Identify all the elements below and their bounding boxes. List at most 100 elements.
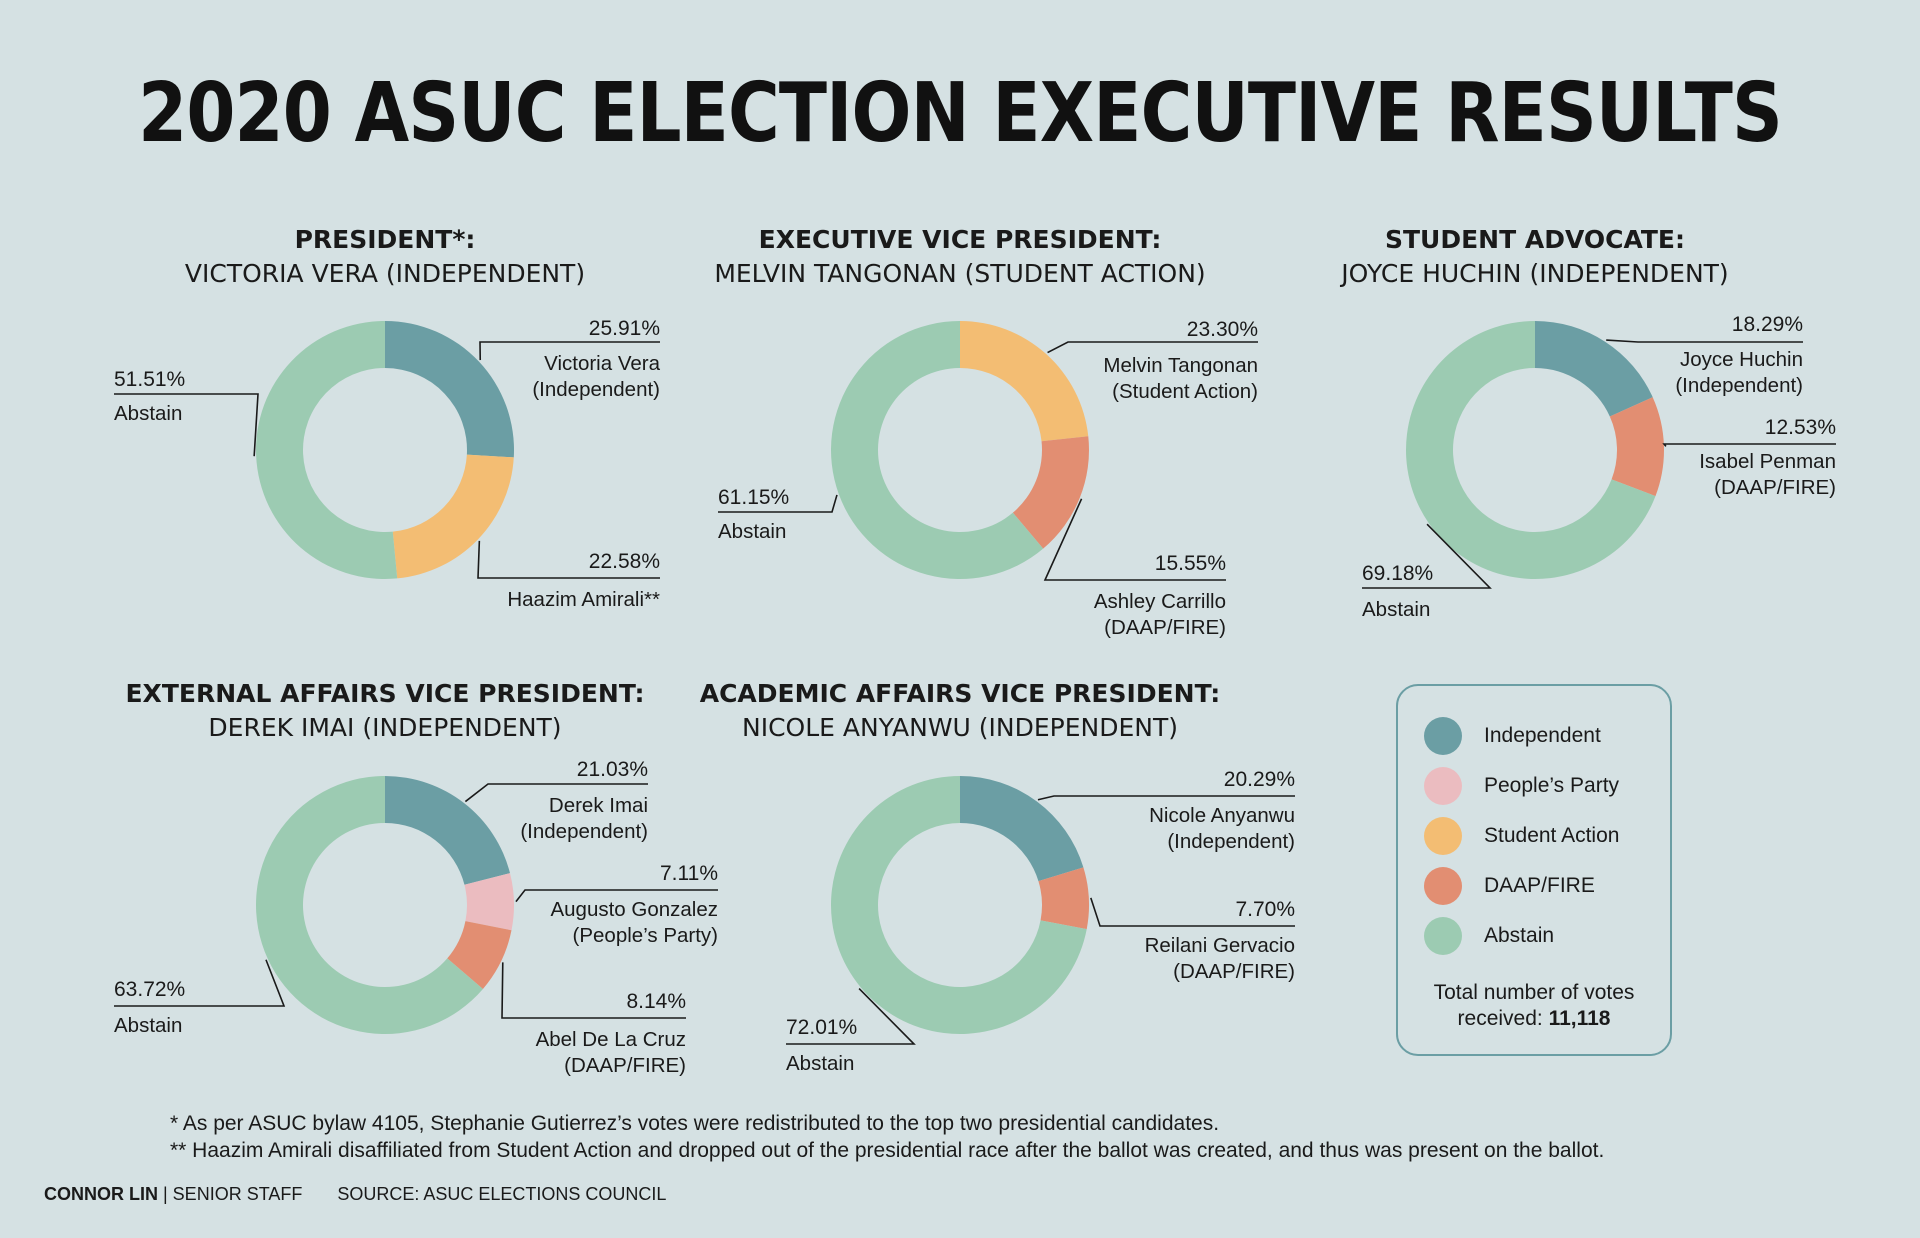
leader-line [464, 783, 648, 803]
slice-percent: 21.03% [577, 758, 648, 781]
legend-label: People’s Party [1484, 774, 1620, 797]
slice-name: Melvin Tangonan [1103, 354, 1258, 377]
slice-percent: 63.72% [114, 978, 185, 1001]
slice-percent: 8.14% [626, 990, 686, 1013]
donut-slice-independent [385, 776, 511, 885]
legend-item-independent: Independent [1424, 716, 1601, 756]
leader-line [1047, 341, 1258, 354]
donut-slice-student-action [392, 454, 514, 579]
slice-name: Isabel Penman [1699, 450, 1836, 473]
slice-percent: 69.18% [1362, 562, 1433, 585]
leader-line [114, 959, 286, 1007]
legend-item-daap-fire: DAAP/FIRE [1424, 866, 1595, 906]
chart-title: STUDENT ADVOCATE: [1385, 225, 1685, 254]
legend-item-student-action: Student Action [1424, 816, 1619, 856]
total-votes: Total number of votes received: 11,118 [1398, 980, 1670, 1032]
chart-subtitle: NICOLE ANYANWU (INDEPENDENT) [742, 713, 1178, 742]
slice-party: (DAAP/FIRE) [1714, 476, 1836, 499]
independent-swatch [1424, 717, 1462, 755]
chart-title: EXECUTIVE VICE PRESIDENT: [759, 225, 1162, 254]
leader-line [479, 341, 660, 361]
leader-line [1606, 339, 1803, 343]
chart-subtitle: MELVIN TANGONAN (STUDENT ACTION) [714, 259, 1205, 288]
slice-percent: 15.55% [1155, 552, 1226, 575]
slice-name: Haazim Amirali** [507, 588, 660, 611]
slice-name: Abstain [718, 520, 786, 543]
slice-name: Derek Imai [549, 794, 648, 817]
chart-subtitle: VICTORIA VERA (INDEPENDENT) [185, 259, 585, 288]
slice-party: (DAAP/FIRE) [1104, 616, 1226, 639]
credit-line: CONNOR LIN | SENIOR STAFF SOURCE: ASUC E… [44, 1184, 666, 1205]
author-role: | SENIOR STAFF [158, 1184, 303, 1204]
legend-item-abstain: Abstain [1424, 916, 1554, 956]
slice-name: Ashley Carrillo [1094, 590, 1226, 613]
donut-slice-daap-fire [1012, 436, 1089, 549]
slice-name: Reilani Gervacio [1145, 934, 1295, 957]
leader-line [1362, 523, 1492, 589]
footnote-1: * As per ASUC bylaw 4105, Stephanie Guti… [170, 1112, 1220, 1135]
legend: Independent People’s Party Student Actio… [1396, 684, 1672, 1056]
slice-percent: 61.15% [718, 486, 789, 509]
legend-label: DAAP/FIRE [1484, 874, 1595, 897]
donut-slice-daap-fire [447, 921, 512, 989]
donut-slice-abstain [831, 776, 1087, 1034]
legend-label: Independent [1484, 724, 1601, 747]
chart-title: ACADEMIC AFFAIRS VICE PRESIDENT: [700, 679, 1221, 708]
donut-slice-abstain [255, 776, 483, 1034]
slice-name: Abstain [114, 1014, 182, 1037]
footnote-2: ** Haazim Amirali disaffiliated from Stu… [170, 1139, 1605, 1162]
slice-name: Abstain [1362, 598, 1430, 621]
slice-party: (Student Action) [1112, 380, 1258, 403]
slice-percent: 20.29% [1224, 768, 1295, 791]
leader-line [477, 540, 660, 579]
slice-percent: 12.53% [1765, 416, 1836, 439]
total-votes-label-2: received: [1457, 1007, 1549, 1030]
slice-party: (Independent) [532, 378, 660, 401]
total-votes-value: 11,118 [1548, 1007, 1611, 1030]
slice-name: Augusto Gonzalez [550, 898, 718, 921]
slice-percent: 18.29% [1732, 313, 1803, 336]
slice-percent: 22.58% [589, 550, 660, 573]
leader-line [718, 494, 838, 513]
donut-slice-daap-fire [1038, 867, 1089, 930]
student-action-swatch [1424, 817, 1462, 855]
slice-percent: 51.51% [114, 368, 185, 391]
slice-percent: 72.01% [786, 1016, 857, 1039]
slice-name: Abstain [786, 1052, 854, 1075]
total-votes-line: received: 11,118 [1398, 1006, 1670, 1032]
donut-slice-people-s-party [464, 873, 514, 931]
slice-name: Abel De La Cruz [536, 1028, 686, 1051]
chart-subtitle: JOYCE HUCHIN (INDEPENDENT) [1339, 259, 1728, 288]
donut-slice-independent [960, 776, 1084, 882]
chart-subtitle: DEREK IMAI (INDEPENDENT) [208, 713, 561, 742]
slice-name: Nicole Anyanwu [1149, 804, 1295, 827]
slice-party: (DAAP/FIRE) [564, 1054, 686, 1077]
donut-slice-student-action [960, 321, 1089, 442]
slice-party: (People’s Party) [573, 924, 718, 947]
slice-percent: 7.70% [1235, 898, 1295, 921]
leader-line [1043, 498, 1226, 581]
leader-line [1662, 443, 1836, 447]
leader-line [501, 962, 686, 1019]
slice-party: (Independent) [1167, 830, 1295, 853]
leader-line [515, 889, 718, 903]
slice-percent: 7.11% [660, 862, 718, 885]
donut-slice-independent [385, 321, 514, 458]
chart-title: PRESIDENT*: [295, 225, 476, 254]
slice-percent: 23.30% [1187, 318, 1258, 341]
donut-slice-abstain [256, 321, 398, 579]
donut-slice-abstain [1406, 321, 1656, 579]
leader-line [1090, 897, 1295, 927]
donut-slice-abstain [830, 321, 1044, 579]
slice-party: (Independent) [1675, 374, 1803, 397]
legend-item-peoples-party: People’s Party [1424, 766, 1619, 806]
slice-party: (DAAP/FIRE) [1173, 960, 1295, 983]
slice-percent: 25.91% [589, 317, 660, 340]
donut-slice-daap-fire [1609, 397, 1664, 497]
page-title: 2020 ASUC ELECTION EXECUTIVE RESULTS [138, 66, 1783, 161]
leader-line [1037, 795, 1295, 801]
author-name: CONNOR LIN [44, 1184, 158, 1204]
slice-party: (Independent) [520, 820, 648, 843]
chart-title: EXTERNAL AFFAIRS VICE PRESIDENT: [125, 679, 644, 708]
